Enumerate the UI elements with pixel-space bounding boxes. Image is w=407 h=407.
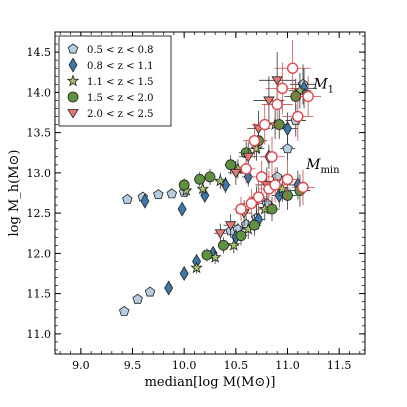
data-point bbox=[255, 171, 268, 183]
data-point bbox=[292, 110, 304, 123]
x-tick-label: 11.5 bbox=[327, 359, 352, 372]
ticks: 9.0 9.5 10.0 10.5 11.0 11.5 11.0 11.5 12.0 12.5 13… bbox=[27, 32, 365, 372]
y-tick-label: 12.0 bbox=[27, 247, 52, 260]
data-point bbox=[204, 171, 216, 183]
legend-label: 0.8 < z < 1.1 bbox=[87, 61, 154, 72]
series-3 bbox=[178, 78, 311, 262]
data-point bbox=[200, 187, 210, 203]
data-point bbox=[214, 229, 227, 239]
data-point bbox=[283, 121, 292, 137]
legend-marker bbox=[68, 57, 78, 73]
data-point bbox=[196, 182, 210, 195]
y-tick-label: 14.5 bbox=[27, 46, 52, 59]
data-point bbox=[248, 134, 261, 147]
data-point bbox=[252, 191, 265, 203]
annotation-label: Mmin bbox=[305, 157, 340, 176]
data-point bbox=[201, 249, 213, 261]
data-point bbox=[230, 168, 242, 179]
data-point bbox=[164, 280, 174, 296]
data-point bbox=[140, 193, 150, 209]
annotation-label: M1 bbox=[312, 76, 334, 95]
data-point bbox=[245, 197, 258, 210]
x-tick-label: 9.5 bbox=[124, 359, 142, 372]
data-point bbox=[179, 265, 189, 282]
data-point bbox=[132, 293, 143, 304]
data-point bbox=[235, 203, 247, 215]
data-point bbox=[250, 142, 263, 155]
data-point bbox=[249, 219, 260, 231]
data-point bbox=[119, 305, 130, 316]
y-tick-label: 11.0 bbox=[27, 328, 52, 341]
legend-label: 2.0 < z < 2.5 bbox=[87, 109, 154, 120]
x-tick-label: 10.0 bbox=[172, 359, 197, 372]
x-tick-label: 9.0 bbox=[72, 359, 90, 372]
data-point bbox=[227, 238, 241, 251]
data-point bbox=[166, 188, 177, 199]
x-tick-label: 11.0 bbox=[275, 359, 300, 372]
data-point bbox=[235, 230, 247, 242]
data-point bbox=[218, 239, 229, 251]
y-tick-label: 13.5 bbox=[27, 127, 52, 140]
y-tick-label: 13.0 bbox=[27, 167, 52, 180]
y-tick-label: 12.5 bbox=[27, 207, 52, 220]
data-point bbox=[266, 151, 278, 163]
plot-points bbox=[119, 40, 322, 316]
y-axis-label: log M_h(M⊙) bbox=[7, 150, 22, 237]
legend-box bbox=[58, 35, 172, 127]
data-point bbox=[282, 143, 293, 154]
data-point bbox=[263, 96, 275, 106]
legend-marker bbox=[67, 109, 79, 119]
legend-marker bbox=[67, 43, 79, 54]
data-point bbox=[302, 90, 314, 103]
legend-label: 0.5 < z < 0.8 bbox=[87, 45, 154, 56]
data-point bbox=[243, 169, 253, 185]
legend-item: 0.5 < z < 0.8 bbox=[67, 43, 154, 56]
data-point bbox=[259, 118, 271, 131]
series-5 bbox=[233, 40, 322, 222]
legend-label: 1.5 < z < 2.0 bbox=[87, 93, 154, 104]
x-tick-label: 10.5 bbox=[224, 359, 249, 372]
legend-item: 1.5 < z < 2.0 bbox=[67, 91, 154, 104]
legend-item: 1.1 < z < 1.5 bbox=[66, 74, 154, 88]
legend-item: 2.0 < z < 2.5 bbox=[67, 109, 154, 120]
legend-marker bbox=[67, 91, 79, 103]
data-point bbox=[242, 152, 254, 163]
legend-label: 1.1 < z < 1.5 bbox=[87, 77, 154, 88]
data-point bbox=[271, 98, 283, 111]
data-point bbox=[266, 203, 278, 215]
data-point bbox=[269, 179, 281, 191]
data-point bbox=[224, 221, 237, 231]
data-point bbox=[178, 179, 190, 191]
data-point bbox=[190, 261, 203, 274]
data-point bbox=[122, 193, 133, 204]
data-point bbox=[194, 173, 206, 185]
data-point bbox=[177, 201, 187, 217]
data-point bbox=[153, 189, 164, 200]
data-point bbox=[240, 163, 252, 175]
legend-item: 0.8 < z < 1.1 bbox=[68, 57, 154, 73]
y-tick-label: 11.5 bbox=[27, 288, 52, 301]
legend: 0.5 < z < 0.8 0.8 < z < 1.1 1.1 < z < 1.5 1… bbox=[58, 35, 172, 127]
data-point bbox=[297, 181, 309, 194]
data-point bbox=[276, 82, 289, 95]
data-point bbox=[144, 286, 156, 297]
data-point bbox=[281, 173, 294, 186]
y-tick-label: 14.0 bbox=[27, 86, 52, 99]
plot-frame bbox=[54, 31, 366, 355]
data-point bbox=[286, 62, 299, 74]
legend-marker bbox=[66, 74, 80, 87]
data-point bbox=[213, 174, 227, 187]
data-point bbox=[225, 159, 237, 171]
x-axis-label: median[log M(M⊙)] bbox=[145, 375, 276, 390]
